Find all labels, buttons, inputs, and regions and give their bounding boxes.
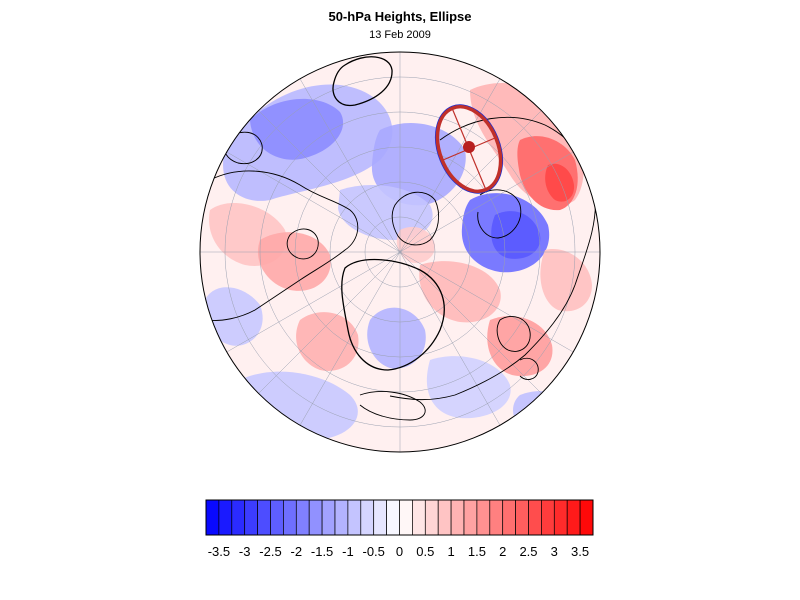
colorbar-swatch [502, 499, 516, 536]
colorbar-labels: -3.5 -3 -2.5 -2 -1.5 -1 -0.5 0 0.5 1 1.5 2 2.5 3 3.5 [208, 544, 589, 559]
coastline-north-america [204, 170, 359, 321]
colorbar-swatch [386, 499, 400, 536]
colorbar-tick-label: 2.5 [519, 544, 537, 559]
height-contours [332, 56, 445, 371]
anomaly-region-positive [540, 249, 592, 312]
colorbar-swatch [283, 499, 297, 536]
colorbar-swatch [231, 499, 246, 536]
ellipse-overlay [434, 104, 504, 194]
coastline-greenland [391, 191, 440, 246]
anomaly-region-positive [545, 163, 575, 202]
colorbar-frame [205, 499, 594, 536]
colorbar-tick-label: -3.5 [208, 544, 230, 559]
anomaly-region-negative [491, 211, 541, 259]
colorbar-tick-label: 1.5 [468, 544, 486, 559]
chart-title: 50-hPa Heights, Ellipse [328, 9, 472, 24]
colorbar-swatch [476, 499, 491, 536]
colorbar-swatch [450, 499, 465, 536]
colorbar-swatch [515, 499, 529, 536]
colorbar-swatch [218, 499, 233, 536]
colorbar-tick-label: 3.5 [571, 544, 589, 559]
contour-line [332, 56, 393, 107]
colorbar-swatch [373, 499, 387, 536]
chart-subtitle: 13 Feb 2009 [369, 29, 431, 41]
colorbar-swatch [412, 499, 426, 536]
colorbar-swatch [257, 499, 271, 536]
anomaly-region-negative [367, 307, 426, 369]
colorbar-tick-label: 0 [396, 544, 403, 559]
anomaly-region-negative [371, 122, 466, 206]
anomaly-region-negative [250, 98, 344, 160]
colorbar-swatch [270, 499, 284, 536]
coastline-scandinavia [477, 189, 522, 239]
colorbar-swatch [489, 499, 504, 536]
coastline-japan [519, 357, 539, 380]
coastline-mediterranean [359, 391, 426, 421]
colorbar-boxes [205, 499, 594, 536]
colorbar-tick-label: -2.5 [259, 544, 281, 559]
colorbar-swatch [205, 499, 220, 536]
colorbar-tick-label: 2 [499, 544, 506, 559]
contour-line [341, 258, 445, 371]
coastline-eurasia [389, 116, 596, 401]
colorbar-swatch [360, 499, 375, 536]
anomaly-region-negative [203, 287, 263, 346]
colorbar-swatch [463, 499, 478, 536]
colorbar-swatch [541, 499, 555, 536]
colorbar-swatch [399, 499, 413, 536]
colorbar-tick-label: -3 [239, 544, 251, 559]
colorbar-swatch [553, 499, 568, 536]
colorbar-swatch [244, 499, 258, 536]
colorbar-swatch [437, 499, 452, 536]
colorbar-swatch [321, 499, 336, 536]
colorbar-swatch [308, 499, 323, 536]
colorbar-swatch [579, 499, 594, 536]
coastlines [204, 116, 596, 421]
coastline-east-asia [496, 316, 531, 352]
colorbar-tick-label: -1 [342, 544, 354, 559]
colorbar-tick-label: -2 [291, 544, 303, 559]
colorbar-swatch [334, 499, 349, 536]
colorbar-swatch [347, 499, 362, 536]
colorbar-tick-label: -1.5 [311, 544, 333, 559]
anomaly-region-positive [257, 232, 331, 291]
ellipse-center-marker [463, 141, 475, 153]
globe-outline [199, 51, 601, 453]
colorbar-tick-label: 3 [551, 544, 558, 559]
colorbar-tick-label: 1 [447, 544, 454, 559]
anomaly-region-positive [487, 316, 553, 377]
anomaly-region-negative [426, 356, 511, 419]
colorbar-swatch [566, 499, 581, 536]
anomaly-region-positive [296, 312, 359, 371]
graticule [200, 52, 600, 452]
coastline-hudson-bay [286, 228, 319, 260]
colorbar-tick-label: -0.5 [362, 544, 384, 559]
colorbar-swatch [424, 499, 439, 536]
anomaly-region-negative [338, 185, 433, 240]
colorbar-swatch [528, 499, 542, 536]
anomaly-region-positive [419, 261, 501, 323]
colorbar-swatch [295, 499, 310, 536]
colorbar-tick-label: 0.5 [416, 544, 434, 559]
